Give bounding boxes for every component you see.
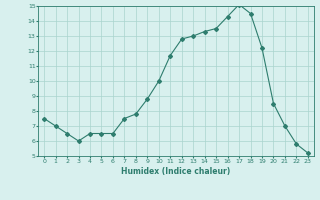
X-axis label: Humidex (Indice chaleur): Humidex (Indice chaleur) <box>121 167 231 176</box>
